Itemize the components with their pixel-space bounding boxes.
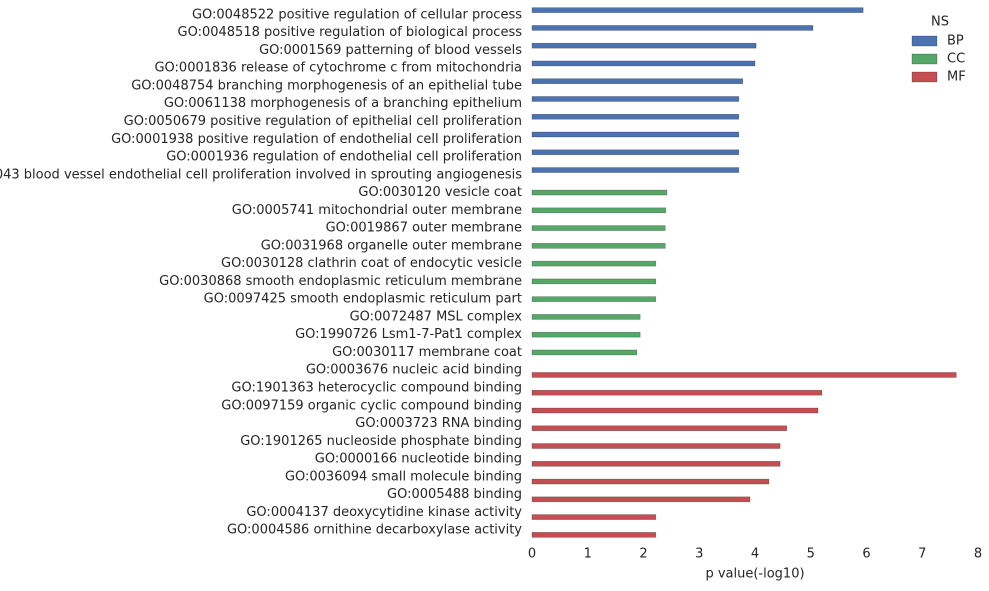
x-tick-label: 7 [918, 547, 926, 562]
bar [531, 278, 657, 285]
bar [531, 260, 657, 267]
bar [531, 478, 770, 485]
y-tick-label: GO:0030117 membrane coat [332, 345, 522, 360]
y-tick-label: GO:0097159 organic cyclic compound bindi… [221, 398, 522, 413]
y-tick-label: GO:0061138 morphogenesis of a branching … [164, 96, 522, 111]
bar [531, 372, 957, 378]
y-tick-label: GO:0005488 binding [387, 487, 522, 502]
x-tick-label: 8 [974, 547, 982, 562]
legend-label: CC [947, 52, 965, 67]
y-tick-label: GO:0001836 release of cytochrome c from … [154, 61, 522, 76]
y-tick-label: GO:0001938 positive regulation of endoth… [111, 132, 522, 147]
y-tick-label: GO:0001569 patterning of blood vessels [259, 43, 522, 58]
bar [531, 296, 657, 302]
y-tick-label: GO:0030868 smooth endoplasmic reticulum … [159, 274, 522, 289]
y-tick-label: GO:0048522 positive regulation of cellul… [192, 7, 522, 22]
bar [531, 331, 641, 338]
bar [531, 314, 641, 320]
bar [531, 389, 823, 396]
y-tick-label: GO:1990726 Lsm1-7-Pat1 complex [295, 327, 522, 342]
y-tick-label: GO:1901265 nucleoside phosphate binding [240, 434, 522, 449]
x-tick-label: 0 [528, 547, 536, 562]
bar [531, 7, 864, 13]
bar [531, 25, 814, 31]
y-tick-label: GO:0031968 organelle outer membrane [261, 238, 522, 253]
y-tick-label: GO:0048518 positive regulation of biolog… [178, 25, 523, 40]
y-tick-label: GO:0097425 smooth endoplasmic reticulum … [204, 292, 522, 307]
x-tick-label: 6 [862, 547, 870, 562]
bar [531, 243, 666, 249]
y-tick-label: GO:0048754 branching morphogenesis of an… [131, 78, 522, 93]
bar [531, 131, 740, 138]
y-tick-label: GO:1901363 heterocyclic compound binding [231, 380, 522, 395]
x-tick-label: 1 [584, 547, 592, 562]
bar [531, 443, 781, 449]
bar [531, 96, 740, 102]
y-tick-label: GO:0050679 positive regulation of epithe… [124, 114, 522, 129]
legend-swatch [911, 53, 938, 65]
y-tick-label: GO:0002043 blood vessel endothelial cell… [0, 167, 522, 182]
y-tick-label: GO:0030128 clathrin coat of endocytic ve… [221, 256, 522, 271]
y-tick-label: GO:0001936 regulation of endothelial cel… [166, 150, 522, 165]
y-tick-label: GO:0030120 vesicle coat [358, 185, 522, 200]
bar [531, 496, 751, 503]
bar [531, 149, 740, 156]
x-tick-label: 5 [807, 547, 815, 562]
x-tick-label: 4 [751, 547, 759, 562]
bar [531, 407, 819, 414]
bar [531, 42, 757, 49]
y-tick-label: GO:0003723 RNA binding [355, 416, 522, 431]
legend-swatch [911, 35, 938, 47]
y-tick-label: GO:0000166 nucleotide binding [315, 452, 522, 467]
y-tick-label: GO:0072487 MSL complex [350, 309, 523, 324]
y-tick-label: GO:0004586 ornithine decarboxylase activ… [227, 523, 522, 538]
bar [531, 514, 657, 520]
bar [531, 189, 668, 196]
bar [531, 78, 744, 84]
bar [531, 425, 788, 432]
legend-title: NS [931, 15, 949, 30]
y-tick-label: GO:0005741 mitochondrial outer membrane [232, 203, 522, 218]
legend-label: MF [947, 70, 966, 85]
x-tick-label: 3 [695, 547, 703, 562]
x-axis-label: p value(-log10) [705, 567, 804, 582]
bar [531, 60, 756, 67]
y-tick-label: GO:0019867 outer membrane [326, 221, 522, 236]
bar [531, 113, 740, 120]
bar [531, 349, 638, 356]
bar [531, 532, 657, 538]
bar [531, 167, 740, 173]
y-tick-label: GO:0003676 nucleic acid binding [306, 363, 522, 378]
bar [531, 461, 781, 467]
legend-label: BP [947, 34, 964, 49]
y-tick-label: GO:0036094 small molecule binding [285, 469, 522, 484]
bar [531, 207, 667, 214]
bar [531, 225, 666, 231]
legend-swatch [911, 71, 938, 83]
x-tick-label: 2 [639, 547, 647, 562]
y-tick-label: GO:0004137 deoxycytidine kinase activity [246, 505, 522, 520]
